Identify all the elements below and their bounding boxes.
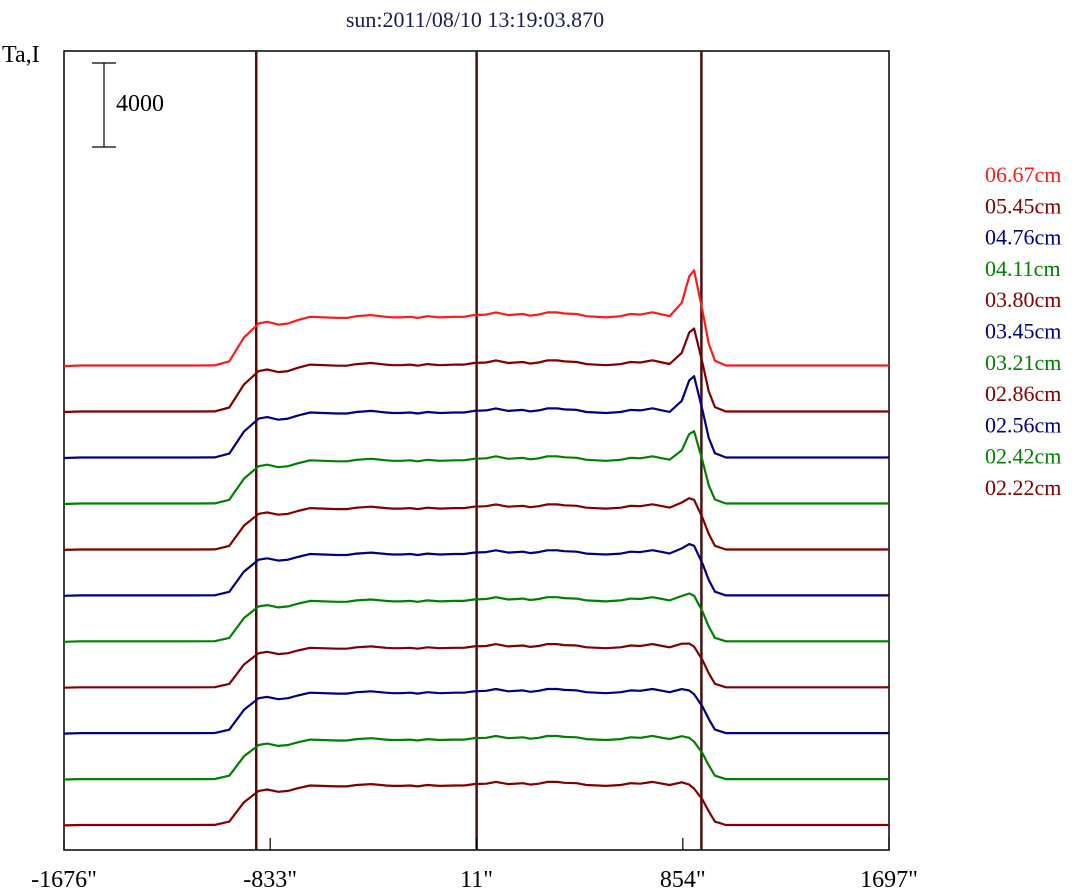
legend-entry: 04.76cm (985, 225, 1061, 250)
x-tick-label: 1697" (860, 867, 918, 893)
x-tick-label: 854" (660, 867, 706, 893)
x-tick-label: -833" (243, 867, 297, 893)
legend-entry: 02.22cm (985, 475, 1061, 500)
series-line-02.56cm (63, 687, 890, 735)
legend-entry: 03.80cm (985, 287, 1061, 312)
scale-bar-label: 4000 (116, 91, 164, 117)
series-line-03.80cm (63, 497, 890, 551)
y-axis-label: Ta,I (2, 42, 40, 68)
legend-entry: 03.21cm (985, 350, 1061, 375)
series-line-02.22cm (63, 780, 890, 827)
series-line-02.86cm (63, 642, 890, 689)
legend-entry: 02.86cm (985, 381, 1061, 406)
legend-entry: 03.45cm (985, 319, 1061, 344)
series-line-06.67cm (63, 269, 890, 368)
x-tick-label: -1676" (31, 867, 97, 893)
chart-title: sun:2011/08/10 13:19:03.870 (346, 7, 604, 32)
legend-entry: 06.67cm (985, 162, 1061, 187)
legend-entry: 04.11cm (985, 256, 1061, 281)
series-line-03.45cm (63, 542, 890, 597)
x-tick-label: 11" (460, 867, 493, 893)
series-line-04.76cm (63, 375, 890, 460)
legend-entry: 02.56cm (985, 412, 1061, 437)
series-line-04.11cm (63, 430, 890, 506)
legend-entry: 02.42cm (985, 444, 1061, 469)
scale-bar: 4000 (92, 62, 164, 148)
series-line-03.21cm (63, 592, 890, 643)
series-line-05.45cm (63, 327, 890, 414)
legend-entry: 05.45cm (985, 193, 1061, 218)
series-line-02.42cm (63, 734, 890, 781)
